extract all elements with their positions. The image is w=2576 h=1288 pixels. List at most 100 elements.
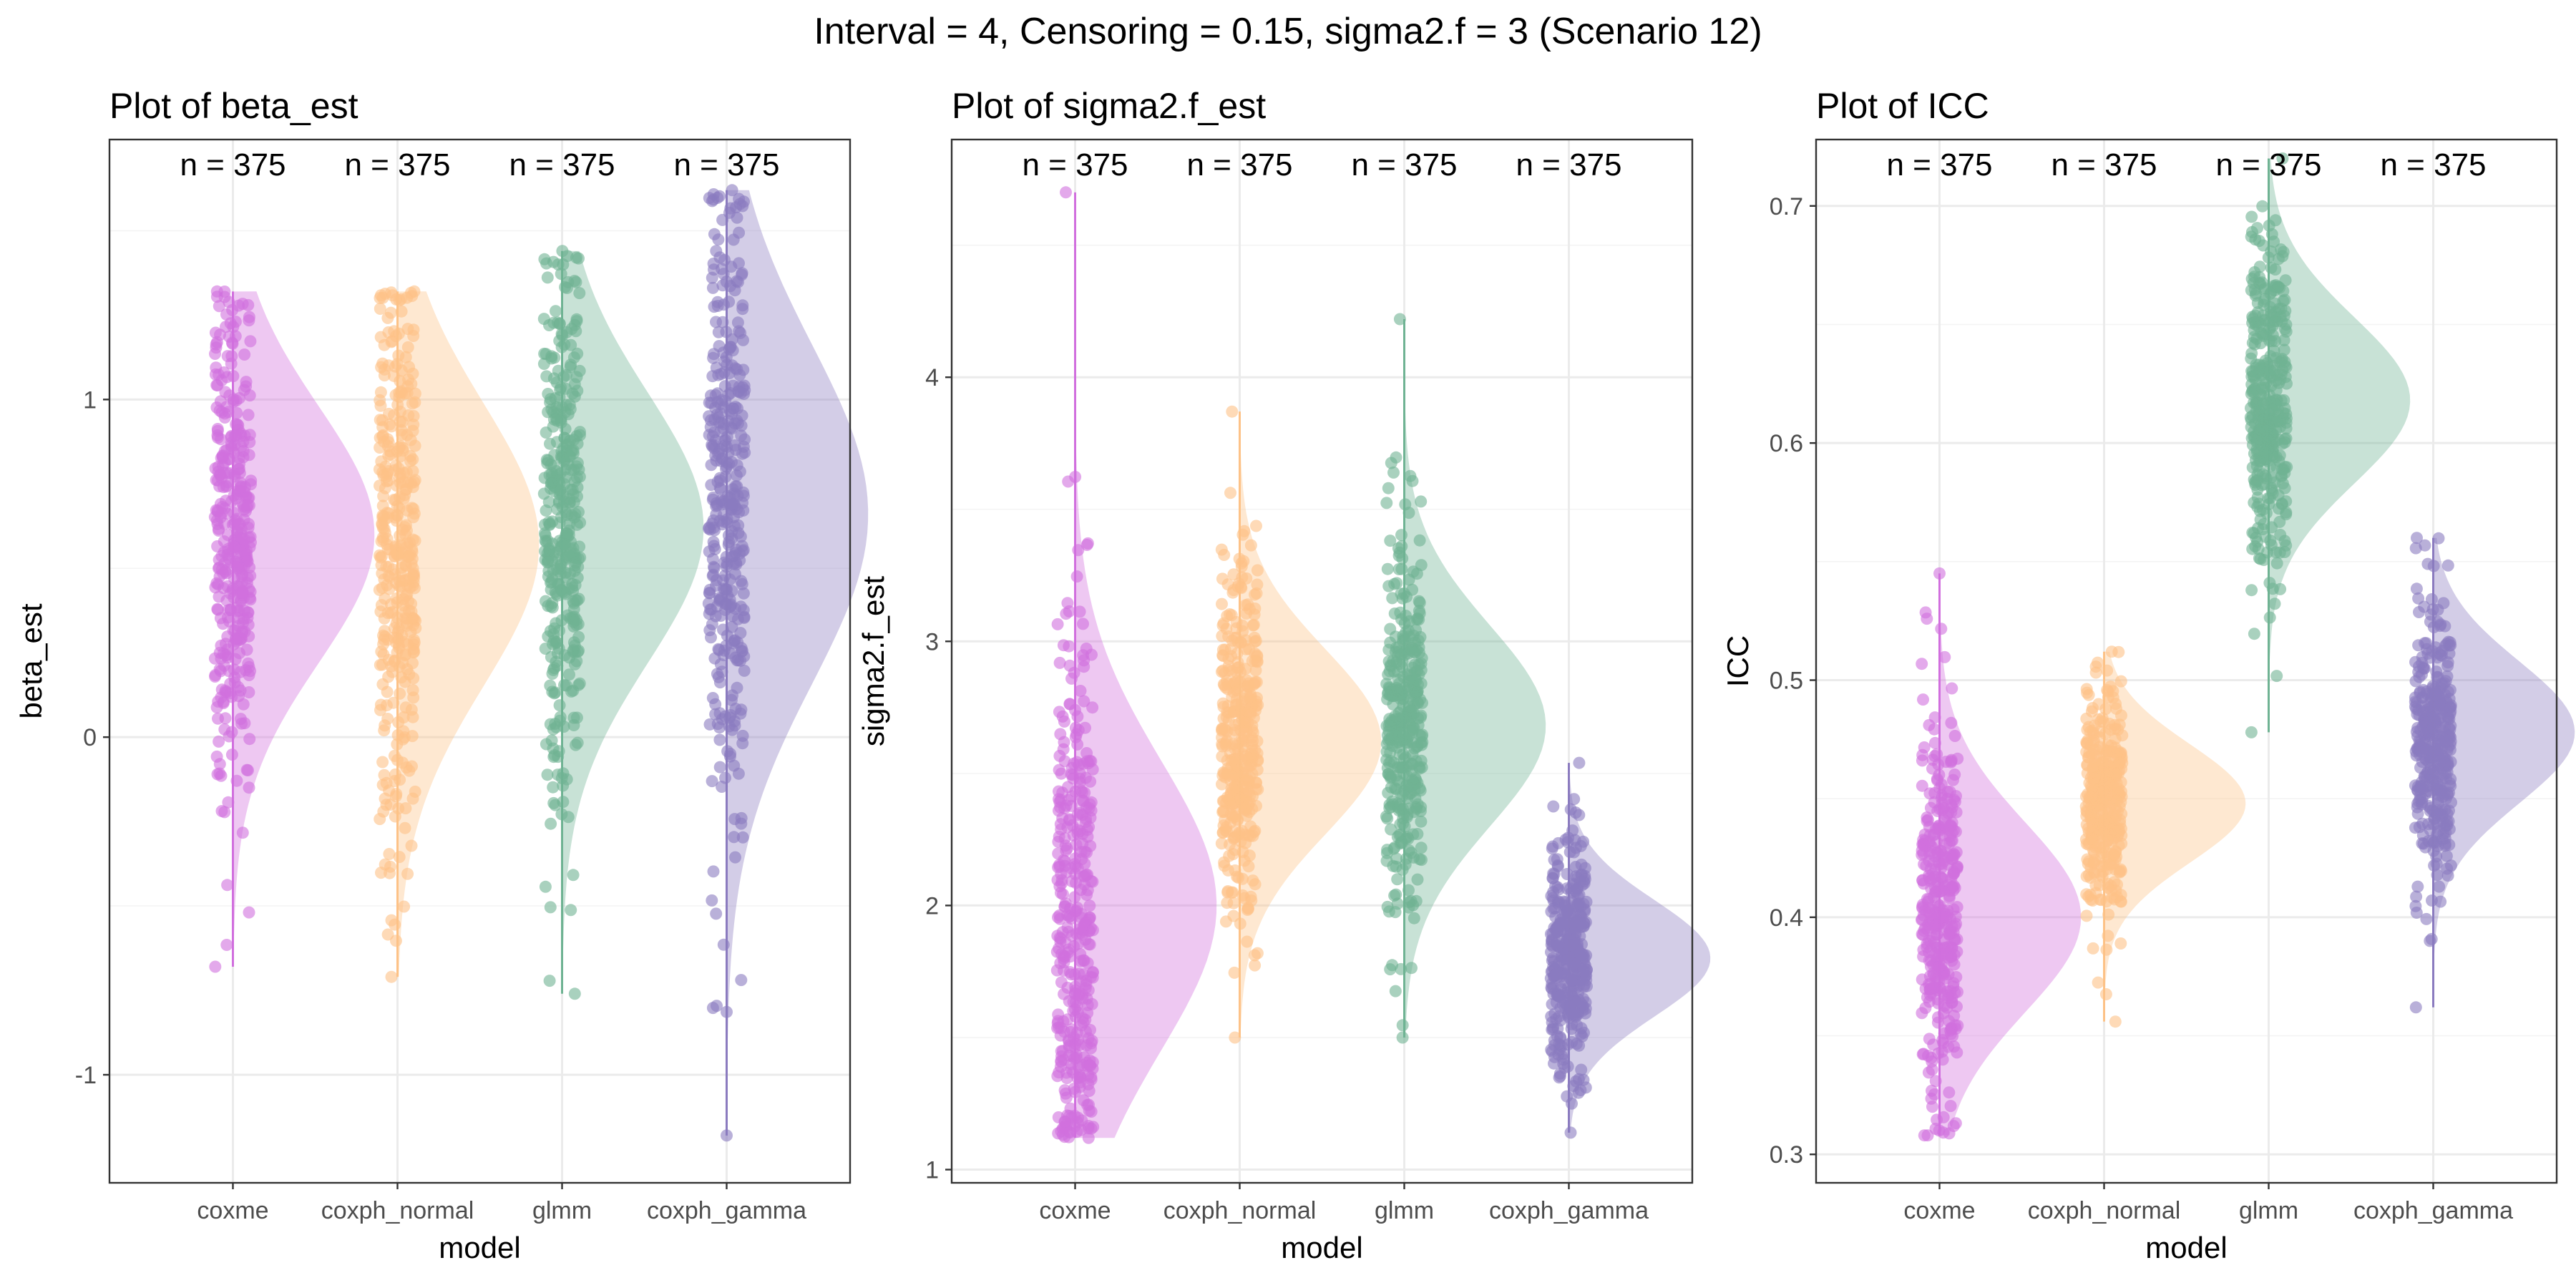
data-point [378,769,391,781]
data-point [721,1129,733,1142]
data-point [1236,872,1249,885]
data-point [1928,736,1941,749]
data-point [1579,903,1591,916]
data-point [2278,343,2290,356]
data-point [2104,879,2117,892]
data-point [1401,831,1414,844]
data-point [2275,497,2288,510]
data-point [707,865,720,878]
data-point [720,550,733,563]
data-point [2419,637,2431,650]
data-point [1081,868,1094,881]
data-point [732,767,745,780]
data-point [728,497,741,510]
data-point [391,729,404,741]
points-glmm [2244,152,2293,738]
data-point [1404,669,1417,682]
data-point [703,522,715,535]
data-point [565,904,577,917]
data-point [376,582,389,595]
data-point [1075,1019,1088,1032]
data-point [726,184,738,197]
data-point [230,774,243,787]
data-point [734,530,747,543]
points-coxme [1916,567,1964,1142]
data-point [570,325,582,338]
data-point [1086,1063,1099,1075]
data-point [393,641,406,654]
data-point [214,612,227,625]
data-point [409,535,421,547]
series-coxph_normal [2079,645,2246,1028]
data-point [1385,771,1397,784]
data-point [717,623,729,636]
data-point [2086,781,2099,794]
data-point [406,424,419,437]
data-point [717,574,729,587]
data-point [1553,956,1566,969]
data-point [712,670,725,683]
data-point [1219,824,1231,836]
data-point [1578,917,1591,930]
data-point [2087,942,2099,955]
data-point [1061,1013,1074,1026]
data-point [2112,745,2124,758]
data-point [2273,515,2286,528]
data-point [401,867,414,880]
data-point [1244,759,1257,772]
data-point [225,748,238,761]
data-point [231,560,244,573]
data-point [1405,758,1418,771]
data-point [2430,850,2443,863]
data-point [2443,722,2456,735]
data-point [540,504,552,517]
data-point [2251,385,2264,398]
data-point [550,305,562,318]
data-point [706,493,719,506]
data-point [2098,859,2111,872]
x-tick-label: coxph_normal [1163,1197,1317,1224]
data-point [733,192,746,205]
data-point [374,813,386,826]
x-axis-label: model [439,1231,520,1264]
data-point [2109,767,2122,780]
data-point [2100,943,2113,956]
data-point [1072,544,1085,557]
data-point [1564,1126,1577,1139]
data-point [227,393,240,406]
data-point [2080,837,2093,850]
data-point [238,348,251,361]
data-point [1928,936,1941,949]
data-point [1216,806,1229,819]
panel-frame [1815,138,2558,1184]
data-point [2273,449,2286,462]
data-point [2082,688,2095,701]
data-point [1568,834,1581,847]
data-point [558,338,571,351]
data-point [2259,354,2272,367]
data-point [1055,874,1068,887]
y-tick-label: 0.5 [1770,668,1803,695]
data-point [406,367,419,380]
data-point [401,341,414,353]
data-point [1071,1072,1084,1085]
data-point [1396,863,1409,876]
data-point [1922,1050,1934,1062]
data-point [2270,670,2283,683]
data-point [543,519,556,531]
data-point [1086,966,1099,978]
x-tick-label: coxme [1039,1197,1111,1224]
data-point [2087,702,2099,714]
data-point [1552,940,1564,952]
data-point [728,715,741,728]
data-point [1929,1075,1942,1088]
data-point [396,386,409,399]
data-point [570,655,583,668]
data-point [1946,849,1958,862]
data-point [1226,886,1239,899]
data-point [220,401,233,414]
data-point [542,454,555,467]
data-point [550,436,563,449]
data-point [735,429,748,442]
data-point [1078,878,1091,891]
